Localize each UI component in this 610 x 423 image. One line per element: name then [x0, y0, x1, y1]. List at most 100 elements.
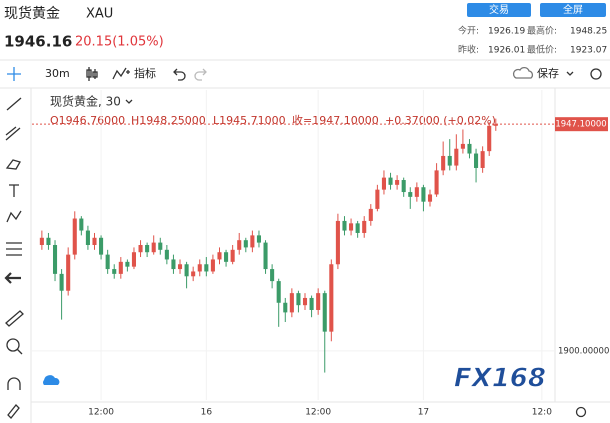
candle-body [349, 223, 354, 231]
axis-settings[interactable] [575, 406, 587, 418]
candle-body [164, 249, 169, 260]
fullscreen-button-label[interactable]: 全屏 [563, 3, 583, 16]
candle-body [487, 125, 492, 152]
candle-body [316, 293, 321, 310]
candle-body [329, 264, 334, 332]
indicator-icon[interactable] [112, 67, 130, 80]
candle-body [197, 264, 202, 272]
chart-type-button[interactable] [86, 67, 98, 81]
stat-label: 今开: [458, 25, 479, 37]
candle-body [342, 220, 347, 231]
candle-body [421, 187, 426, 202]
save-dropdown[interactable] [566, 71, 574, 76]
candle-body [256, 235, 262, 243]
ohlc-label: L1945.71000 [213, 114, 286, 127]
drawing-tools[interactable] [4, 97, 24, 419]
candle-body [289, 293, 294, 313]
candle-body [381, 177, 386, 190]
candle-body [151, 242, 156, 253]
candle-body [184, 264, 189, 277]
candle-body [158, 242, 163, 250]
candle-body [441, 155, 446, 171]
candle-body [447, 155, 452, 166]
candle-body [309, 297, 314, 310]
y-tick-label: 1900.00000 [558, 346, 609, 356]
candle-body [217, 252, 222, 260]
candle-body [112, 269, 117, 274]
candle-body [177, 264, 183, 270]
ohlc-label: +0.37000 (+0.02%) [385, 114, 496, 127]
candle-body [59, 273, 64, 291]
candle-body [467, 143, 472, 154]
stat-label: 最低价: [527, 44, 557, 56]
stat-label: 最高价: [527, 25, 557, 37]
stat-value: 1926.19 [488, 27, 525, 37]
ohlc-label: 收=1947.10000 [292, 113, 379, 127]
candle-body [460, 143, 465, 149]
candle-body [427, 194, 433, 202]
candle-body [66, 254, 71, 291]
candle-body [263, 242, 268, 270]
fullscreen-button[interactable] [540, 3, 606, 17]
trade-button-label[interactable]: 交易 [489, 3, 509, 16]
candle-body [92, 237, 97, 245]
candle-body [105, 254, 110, 270]
x-tick-label: 12:00 [305, 408, 331, 418]
stat-value: 1923.07 [570, 46, 607, 56]
candle-body [125, 261, 130, 267]
candle-body [296, 293, 301, 306]
candle-body [230, 249, 235, 262]
candle-body [191, 271, 196, 277]
candle-body [302, 297, 308, 306]
candle-body [368, 208, 373, 221]
undo-button[interactable] [173, 68, 186, 81]
candle-body [480, 151, 485, 168]
candle-body [401, 180, 406, 193]
candle-body [375, 189, 380, 209]
indicator-button[interactable]: 指标 [134, 66, 156, 80]
legend-title: 现货黄金, 30 [50, 94, 121, 109]
candle-body [118, 261, 123, 274]
crosshair-tool[interactable] [7, 67, 21, 81]
last-price-box [555, 117, 608, 132]
candle-body [283, 302, 288, 313]
candle-body [131, 252, 137, 267]
cloud-badge[interactable] [43, 375, 60, 385]
candle-body [224, 252, 229, 262]
trade-button[interactable] [467, 3, 531, 17]
ohlc-label: O1946.76000 [50, 114, 125, 127]
candle-body [39, 237, 44, 245]
instrument-symbol: XAU [86, 7, 113, 22]
x-tick-label: 17 [418, 408, 429, 418]
x-tick-label: 12:00 [88, 408, 114, 418]
candle-body [145, 245, 150, 253]
settings-button[interactable] [590, 68, 602, 80]
save-button[interactable]: 保存 [537, 66, 559, 80]
x-tick-label: 12:0 [532, 408, 552, 418]
price: 1946.16 [4, 33, 72, 51]
candle-body [46, 237, 51, 245]
interval-button[interactable]: 30m [45, 67, 70, 80]
candle-body [474, 153, 479, 168]
candle-body [52, 245, 58, 274]
cloud-icon[interactable] [512, 66, 534, 79]
stat-value: 1926.01 [488, 46, 525, 56]
candle-body [270, 269, 275, 282]
stat-value: 1948.25 [570, 27, 607, 37]
candle-body [454, 148, 459, 166]
candle-body [171, 259, 176, 270]
ohlc-label: H1948.25000 [131, 114, 206, 127]
candle-body [79, 218, 84, 231]
x-tick-label: 16 [201, 408, 213, 418]
price-change: 20.15(1.05%) [75, 35, 164, 50]
candle-body [243, 240, 248, 248]
legend-dropdown[interactable] [125, 99, 133, 104]
candle-body [434, 170, 439, 195]
candle-body [138, 245, 143, 253]
candle-body [355, 223, 360, 233]
watermark: FX168 [454, 364, 546, 394]
candle-body [250, 235, 255, 248]
redo-button[interactable] [194, 68, 207, 81]
